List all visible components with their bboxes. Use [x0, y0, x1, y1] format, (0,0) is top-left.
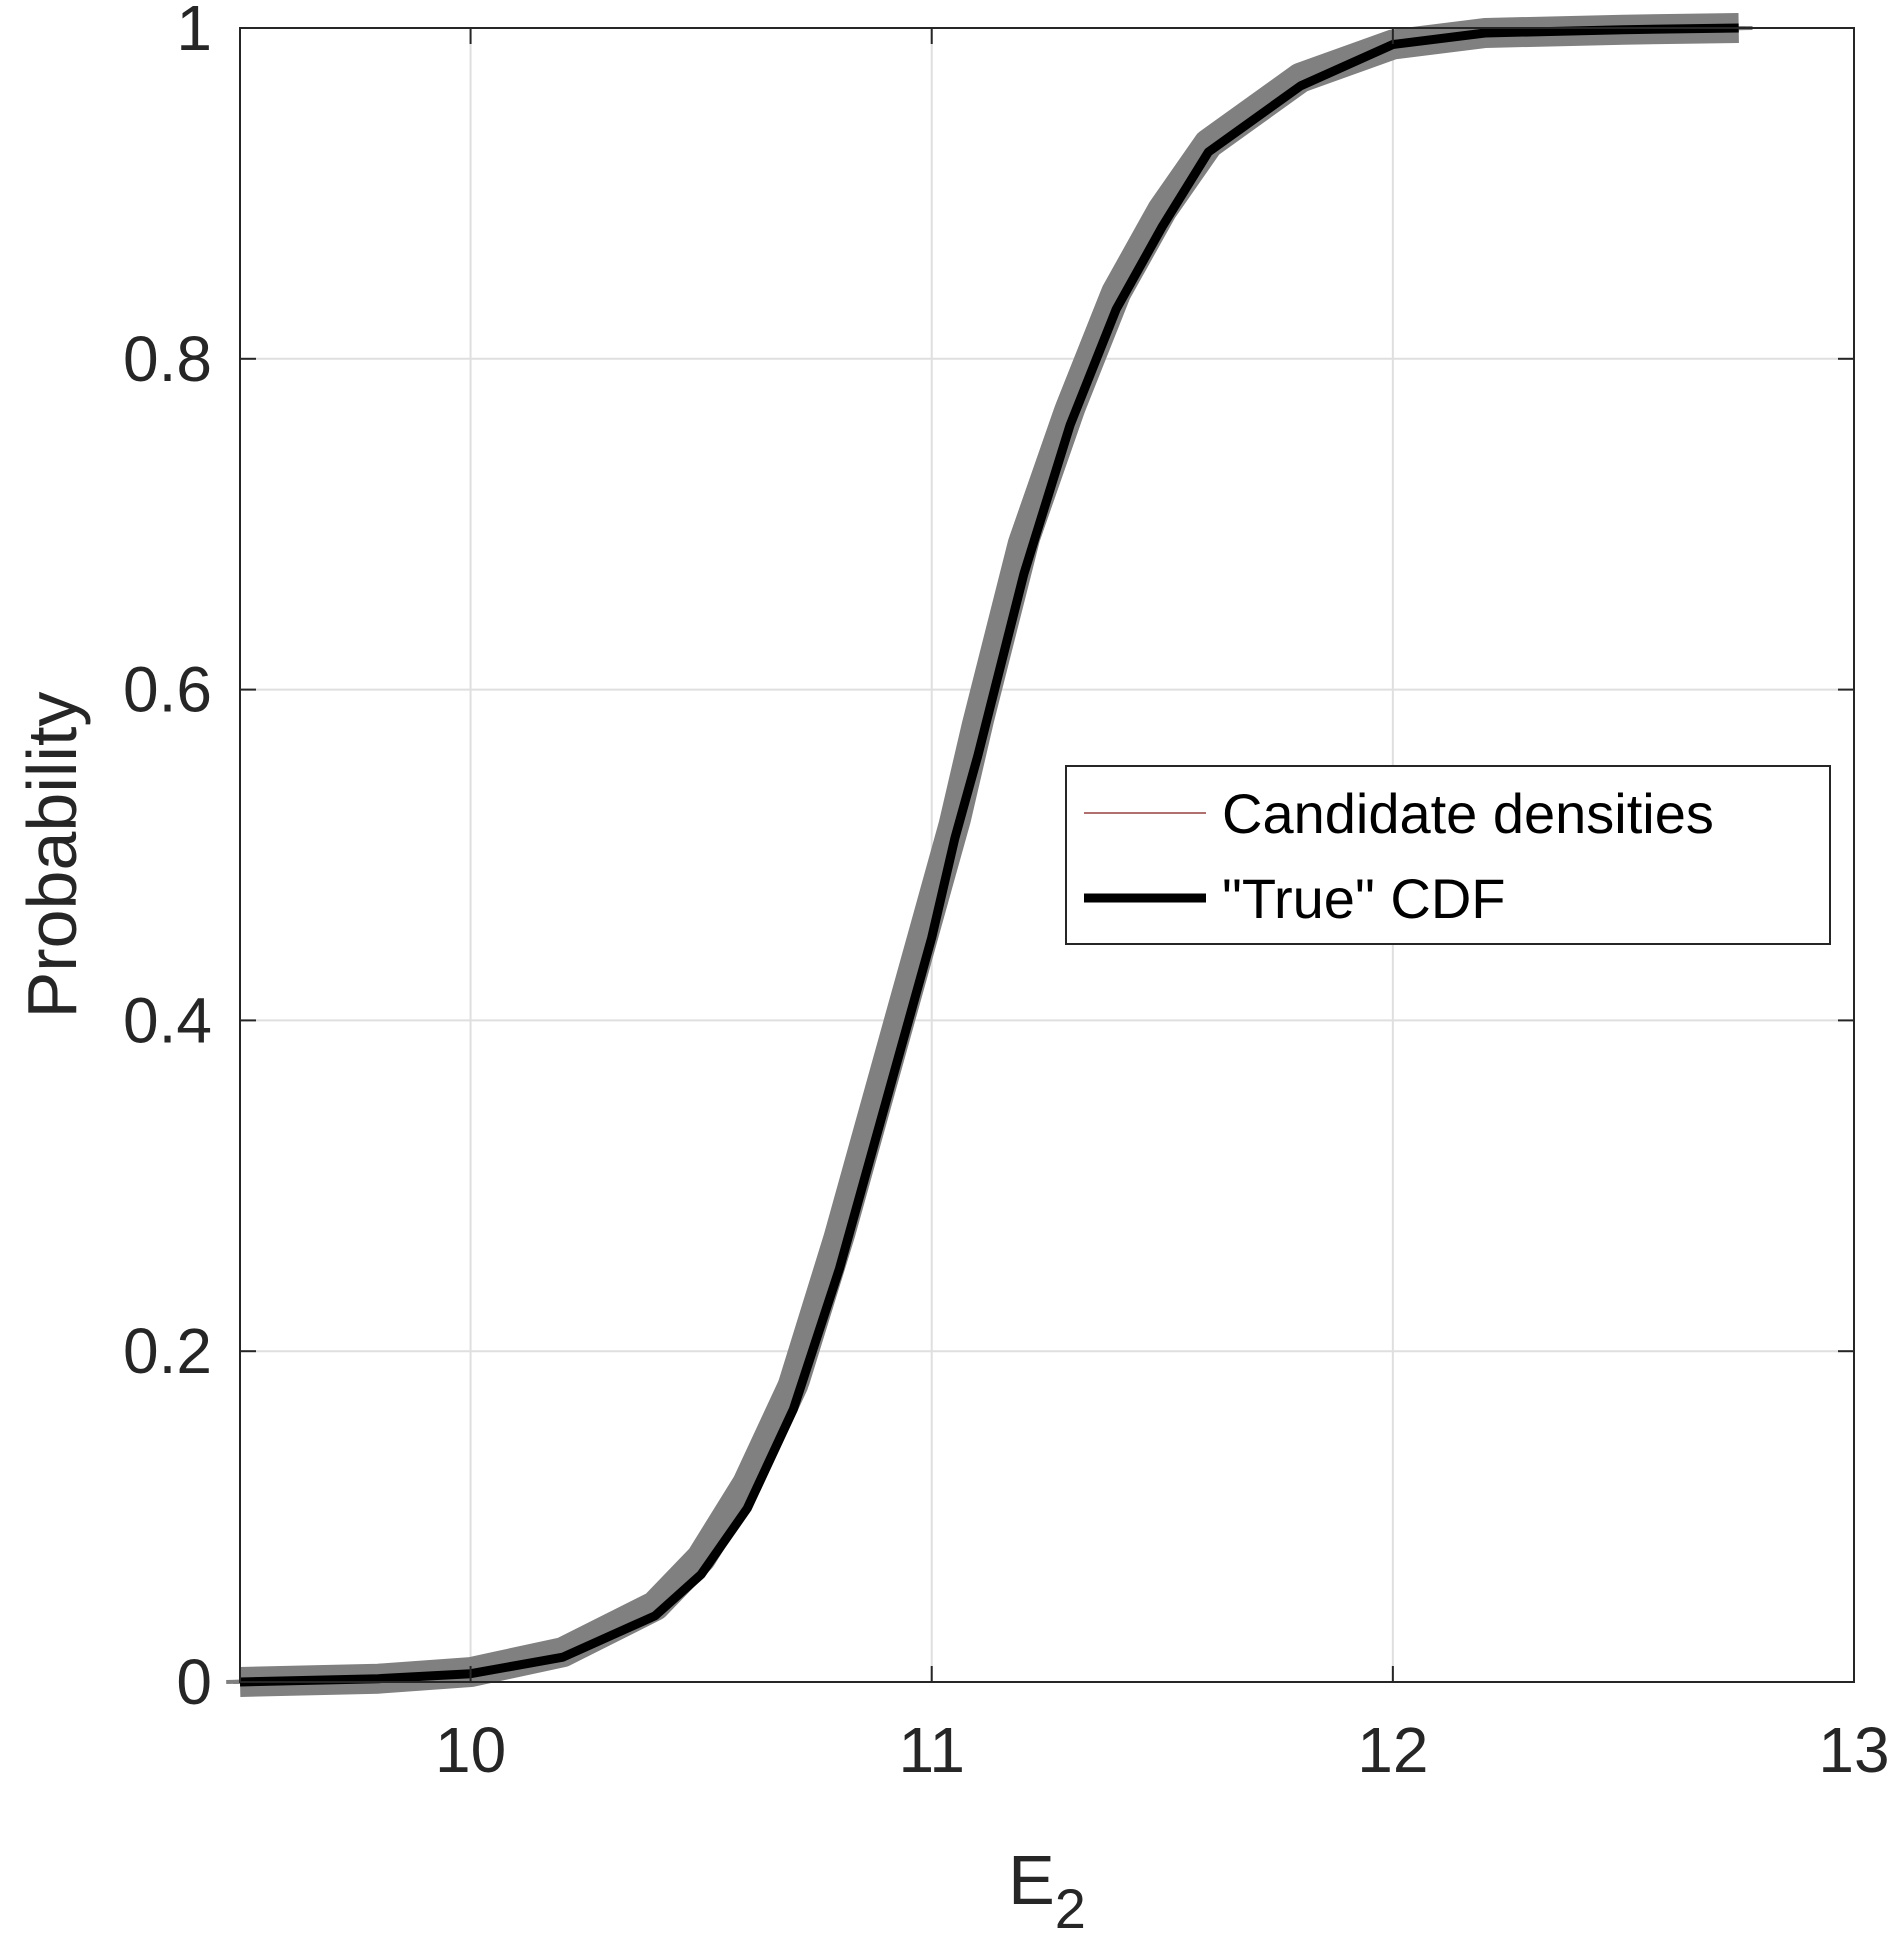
x-axis-label-main: E [1008, 1841, 1055, 1919]
x-tick-label: 13 [1818, 1714, 1889, 1786]
true-cdf-line [239, 23, 1739, 1687]
y-tick-label: 0.6 [123, 654, 212, 726]
candidate-density-line [226, 26, 1725, 1684]
plot-area-frame [239, 27, 1855, 1683]
y-tick-label: 0.4 [123, 984, 212, 1056]
axis-ticks: 10 11 12 13 0 0.2 0.4 0.6 0.8 1 [123, 0, 1890, 1786]
legend-label-candidate-densities: Candidate densities [1222, 782, 1714, 845]
y-tick-label: 0.8 [123, 323, 212, 395]
x-tick-label: 11 [898, 1714, 964, 1786]
x-axis-label-subscript: 2 [1055, 1877, 1086, 1940]
x-tick-label: 10 [435, 1714, 506, 1786]
y-tick-label: 0.2 [123, 1315, 212, 1387]
legend-box [1065, 765, 1831, 945]
y-tick-label: 1 [176, 0, 212, 64]
x-tick-label: 12 [1357, 1714, 1428, 1786]
legend-label-true-cdf: "True" CDF [1222, 867, 1505, 930]
legend: Candidate densities "True" CDF [1065, 765, 1831, 945]
y-tick-label: 0 [176, 1646, 212, 1718]
x-axis-label: E2 [1008, 1841, 1086, 1940]
series-lines [226, 13, 1753, 1697]
candidate-density-line [233, 26, 1732, 1684]
y-axis-label: Probability [13, 692, 91, 1019]
